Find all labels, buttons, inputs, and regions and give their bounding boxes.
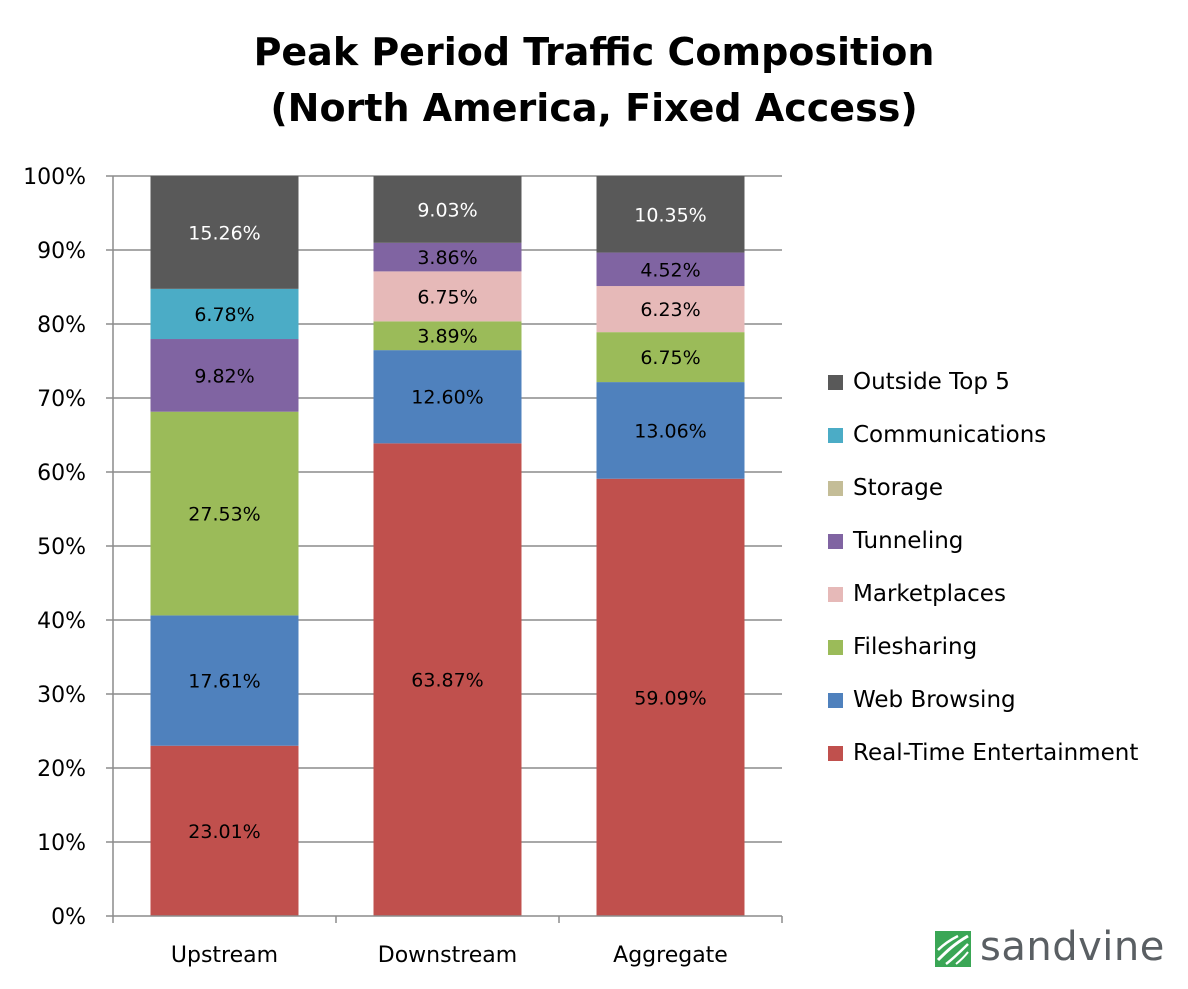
bar-segment	[596, 252, 745, 287]
chart-title-line-2: (North America, Fixed Access)	[270, 86, 918, 130]
legend-swatch	[828, 375, 843, 390]
chart-title-line-1: Peak Period Traffic Composition	[253, 30, 935, 74]
y-tick-label: 70%	[37, 387, 86, 412]
sandvine-logo-text: sandvine	[980, 924, 1165, 970]
data-label: 17.61%	[188, 671, 260, 693]
bar-segment	[596, 286, 745, 333]
legend-label: Tunneling	[853, 528, 964, 554]
x-tick-label: Aggregate	[613, 943, 728, 968]
legend-swatch	[828, 481, 843, 496]
legend-label: Communications	[853, 422, 1047, 448]
y-tick-label: 20%	[37, 757, 86, 782]
data-label: 9.82%	[194, 365, 254, 387]
data-label: 6.23%	[640, 299, 700, 321]
bars: 23.01% 17.61% 27.53% 9.82% 6.78% 15.26% 63.87%…	[150, 175, 745, 916]
legend-swatch	[828, 428, 843, 443]
data-label: 59.09%	[634, 687, 706, 709]
data-label: 12.60%	[411, 387, 483, 409]
legend-label: Web Browsing	[853, 687, 1016, 713]
data-label: 63.87%	[411, 670, 483, 692]
bar-segment	[373, 321, 522, 351]
bar-segment	[150, 745, 299, 916]
bar-segment	[150, 615, 299, 746]
bar-segment	[596, 176, 745, 253]
y-tick-label: 10%	[37, 831, 86, 856]
legend-swatch	[828, 587, 843, 602]
bar-segment	[373, 271, 522, 322]
data-label: 9.03%	[417, 199, 477, 221]
bar-segment	[596, 332, 745, 383]
legend-label: Outside Top 5	[853, 369, 1010, 395]
data-label: 23.01%	[188, 821, 260, 843]
bar-segment	[150, 288, 299, 340]
bar-segment	[373, 350, 522, 444]
chart-title: Peak Period Traffic Composition (North A…	[0, 24, 1188, 136]
data-label: 6.75%	[640, 347, 700, 369]
legend-swatch	[828, 534, 843, 549]
data-label: 27.53%	[188, 504, 260, 526]
legend-label: Storage	[853, 475, 943, 501]
x-tick-label: Downstream	[378, 943, 517, 968]
bar-segment	[150, 411, 299, 616]
bar-segment	[150, 175, 299, 289]
data-label: 15.26%	[188, 222, 260, 244]
data-label: 13.06%	[634, 420, 706, 442]
x-tick-label: Upstream	[171, 943, 278, 968]
data-label: 10.35%	[634, 204, 706, 226]
bar-segment	[373, 176, 522, 243]
legend-label: Marketplaces	[853, 581, 1006, 607]
y-tick-label: 50%	[37, 535, 86, 560]
data-label: 6.78%	[194, 304, 254, 326]
data-label: 6.75%	[417, 286, 477, 308]
axes: 0% 10% 20% 30% 40% 50% 60% 70% 80% 90% 100% Upstrea…	[23, 165, 783, 968]
data-label: 4.52%	[640, 259, 700, 281]
y-tick-label: 100%	[23, 165, 86, 190]
y-tick-label: 30%	[37, 683, 86, 708]
y-tick-label: 60%	[37, 461, 86, 486]
bar-segment	[150, 339, 299, 412]
y-tick-label: 40%	[37, 609, 86, 634]
bar-segment	[373, 242, 522, 272]
y-tick-label: 90%	[37, 239, 86, 264]
legend-swatch	[828, 746, 843, 761]
sandvine-logo-icon	[935, 931, 971, 967]
legend-swatch	[828, 693, 843, 708]
legend-label: Filesharing	[853, 634, 978, 660]
data-label: 3.86%	[417, 247, 477, 269]
bar-segment	[373, 443, 522, 916]
legend-swatch	[828, 640, 843, 655]
bar-segment	[596, 382, 745, 479]
data-label: 3.89%	[417, 326, 477, 348]
bar-segment	[596, 478, 745, 916]
legend-label: Real-Time Entertainment	[853, 740, 1139, 766]
y-tick-label: 80%	[37, 313, 86, 338]
y-tick-label: 0%	[51, 905, 86, 930]
